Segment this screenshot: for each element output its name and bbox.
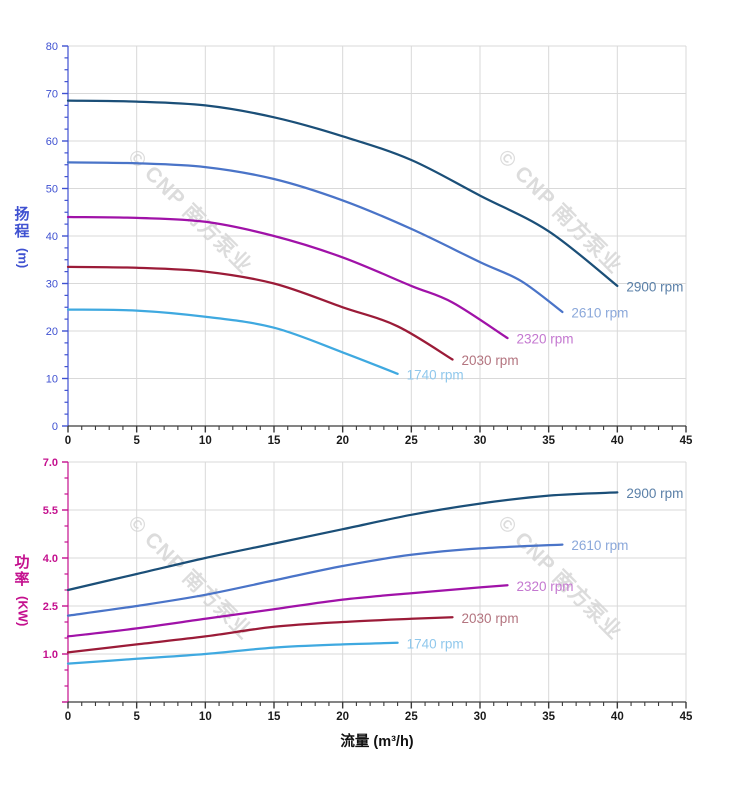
power-axis-unit: (KW) [15, 595, 31, 626]
y-tick-label: 40 [46, 231, 58, 243]
x-tick-label: 35 [542, 711, 555, 723]
watermark-text: © CNP 南方泵业 [123, 511, 257, 645]
chart-power-axes: 1.0 2.5 4.0 5.5 7.0 0 5 10 15 20 25 30 35 40 45 [43, 457, 693, 723]
curve-label-1740-rpm: 1740 rpm [407, 367, 464, 382]
chart-head-axes: 0 10 20 30 40 50 60 70 80 0 5 10 15 20 25 30 35 40 45 [46, 41, 693, 447]
curve-label-1740-rpm: 1740 rpm [407, 636, 464, 651]
y-tick-label: 80 [46, 41, 58, 53]
y-tick-label: 4.0 [43, 553, 58, 565]
x-tick-label: 15 [268, 711, 281, 723]
curve-2320-rpm [66, 215, 509, 340]
x-tick-label: 45 [680, 711, 693, 723]
x-tick-label: 30 [474, 435, 487, 447]
x-tick-label: 0 [65, 435, 71, 447]
x-tick-label: 45 [680, 435, 693, 447]
head-axis-title: 扬程 (m) [9, 206, 35, 272]
y-tick-label: 20 [46, 326, 58, 338]
curve-2030-rpm [66, 265, 454, 361]
curve-2900-rpm [66, 491, 619, 592]
curve-label-2610-rpm: 2610 rpm [571, 538, 628, 553]
y-tick-label: 1.0 [43, 649, 58, 661]
y-tick-label: 5.5 [43, 505, 58, 517]
y-tick-label: 0 [52, 421, 58, 433]
curve-label-2900-rpm: 2900 rpm [626, 279, 683, 294]
curve-2610-rpm [66, 161, 564, 314]
curve-2320-rpm [66, 584, 509, 638]
y-tick-label: 70 [46, 89, 58, 101]
chart-power-series: 2900 rpm 2610 rpm 2320 rpm 2030 rpm 1740 rpm [66, 486, 683, 665]
power-axis-title: 功率 (KW) [9, 554, 35, 630]
power-axis-title-text: 功率 [14, 554, 30, 589]
curve-2030-rpm [66, 616, 454, 654]
x-tick-label: 10 [199, 711, 212, 723]
x-tick-label: 40 [611, 711, 624, 723]
curve-label-2320-rpm: 2320 rpm [516, 579, 573, 594]
x-tick-label: 10 [199, 435, 212, 447]
x-tick-label: 5 [133, 711, 140, 723]
x-tick-label: 0 [65, 711, 71, 723]
curve-1740-rpm [66, 308, 399, 375]
curve-label-2610-rpm: 2610 rpm [571, 306, 628, 321]
y-tick-label: 60 [46, 136, 58, 148]
x-tick-label: 25 [405, 435, 418, 447]
curve-label-2900-rpm: 2900 rpm [626, 486, 683, 501]
y-tick-label: 10 [46, 374, 58, 386]
x-tick-label: 5 [133, 435, 140, 447]
watermark-layer: © CNP 南方泵业 © CNP 南方泵业© CNP 南方泵业 © CNP 南方泵业 [123, 145, 627, 645]
curve-label-2030-rpm: 2030 rpm [462, 611, 519, 626]
x-tick-label: 20 [336, 435, 349, 447]
y-tick-label: 2.5 [43, 601, 58, 613]
curve-label-2030-rpm: 2030 rpm [462, 353, 519, 368]
x-tick-label: 20 [336, 711, 349, 723]
head-axis-unit: (m) [15, 247, 31, 268]
y-tick-label: 7.0 [43, 457, 58, 469]
curve-2610-rpm [66, 543, 564, 617]
y-tick-label: 50 [46, 184, 58, 196]
flow-axis-title: 流量 (m³/h) [340, 734, 414, 750]
x-tick-label: 25 [405, 711, 418, 723]
x-tick-label: 40 [611, 435, 624, 447]
x-tick-label: 15 [268, 435, 281, 447]
curve-2900-rpm [66, 99, 619, 288]
x-tick-label: 30 [474, 711, 487, 723]
y-tick-label: 30 [46, 279, 58, 291]
x-tick-label: 35 [542, 435, 555, 447]
curve-1740-rpm [66, 641, 399, 665]
curve-label-2320-rpm: 2320 rpm [516, 332, 573, 347]
head-axis-title-text: 扬程 [14, 206, 30, 241]
